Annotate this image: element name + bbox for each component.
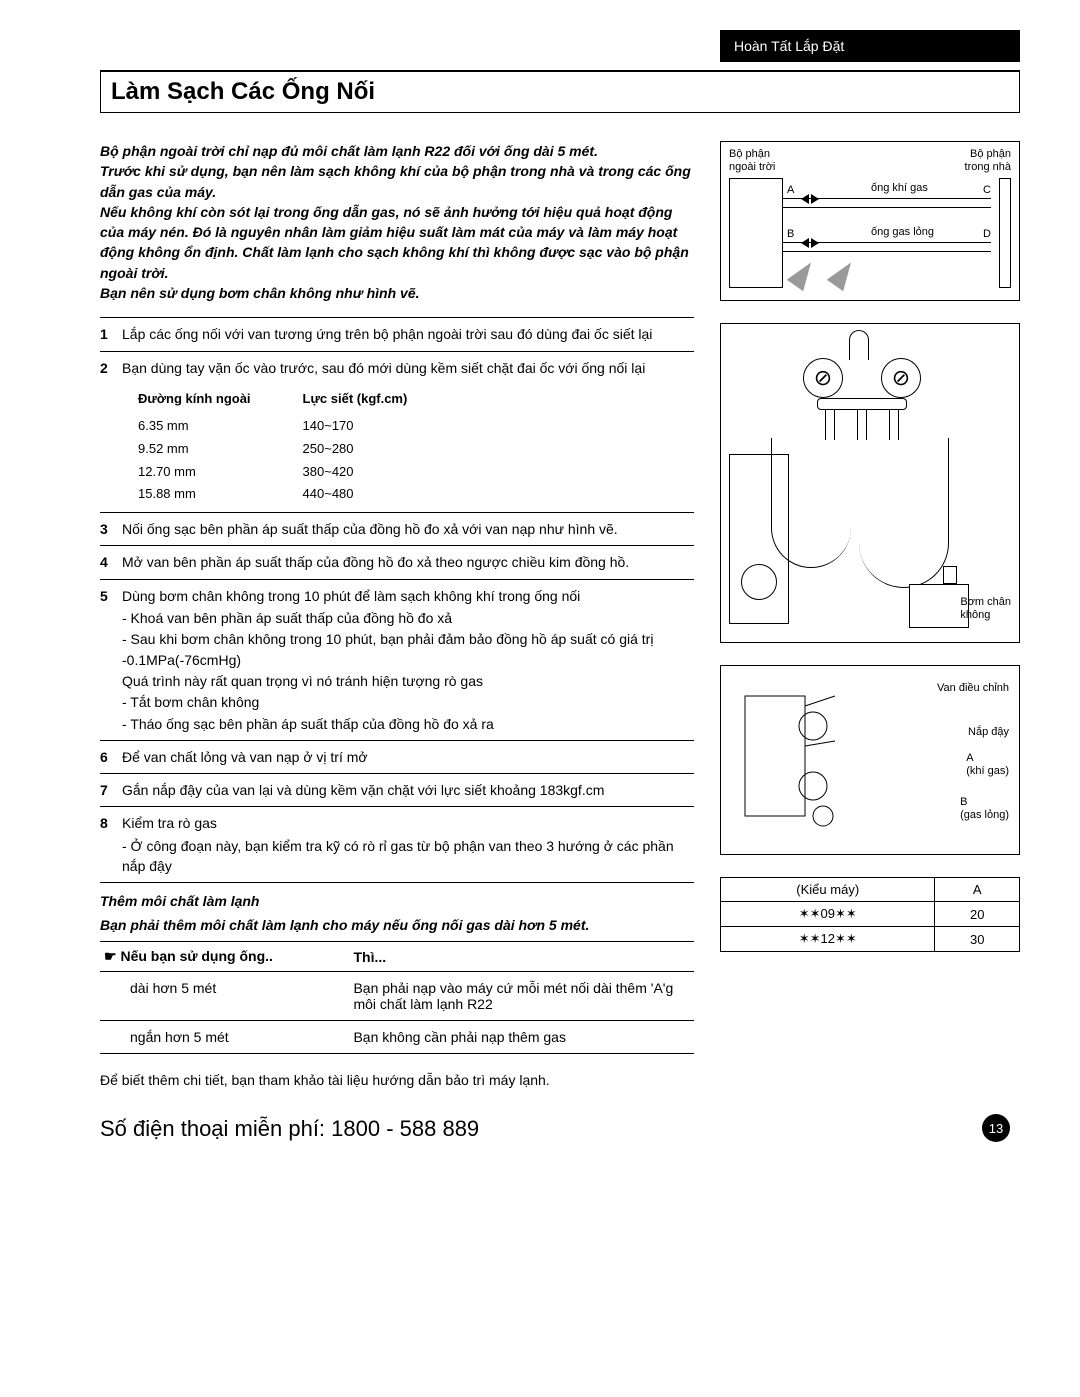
pipe-cell: dài hơn 5 mét — [100, 972, 349, 1021]
step-text: Gắn nắp đậy của van lại và dùng kềm vặn … — [122, 780, 694, 800]
pipe-cell: Bạn phải nạp vào máy cứ mỗi mét nối dài … — [349, 972, 694, 1021]
torque-head-diameter: Đường kính ngoài — [138, 390, 301, 413]
label-d: D — [983, 228, 991, 241]
step-row: 5 Dùng bơm chân không trong 10 phút để l… — [100, 580, 694, 741]
refrigerant-heading: Thêm môi chất làm lạnh — [100, 893, 694, 909]
step-text: Nối ống sạc bên phần áp suất thấp của đồ… — [122, 519, 694, 539]
label-b-liquid: B (gas lỏng) — [960, 796, 1009, 822]
label-b: B — [787, 228, 794, 241]
steps-list: 1 Lắp các ống nối với van tương ứng trên… — [100, 317, 694, 883]
torque-cell: 12.70 mm — [138, 461, 301, 482]
torque-cell: 250~280 — [303, 438, 458, 459]
torque-cell: 140~170 — [303, 415, 458, 436]
step-row: 1 Lắp các ống nối với van tương ứng trên… — [100, 318, 694, 351]
label-gas-pipe: ống khí gas — [871, 182, 928, 195]
label-outdoor: Bộ phận ngoài trời — [729, 148, 775, 174]
diagram-valve-detail: Van điều chỉnh Nắp đậy A (khí gas) B (ga… — [720, 665, 1020, 855]
model-cell: 30 — [935, 927, 1020, 952]
step-number: 3 — [100, 519, 122, 539]
step-number: 7 — [100, 780, 122, 800]
torque-cell: 9.52 mm — [138, 438, 301, 459]
intro-line: Bạn nên sử dụng bơm chân không như hình … — [100, 285, 420, 301]
main-column: Bộ phận ngoài trời chỉ nạp đủ môi chất l… — [100, 141, 694, 1142]
label-indoor: Bộ phận trong nhà — [965, 148, 1011, 174]
label-a-gas: A (khí gas) — [966, 752, 1009, 778]
intro-line: Bộ phận ngoài trời chỉ nạp đủ môi chất l… — [100, 143, 598, 159]
step-number: 2 — [100, 358, 122, 378]
torque-cell: 15.88 mm — [138, 483, 301, 504]
step5-sub: - Khoá van bên phần áp suất thấp của đồn… — [122, 608, 694, 734]
refrigerant-note: Bạn phải thêm môi chất làm lạnh cho máy … — [100, 917, 694, 933]
torque-head-force: Lực siết (kgf.cm) — [303, 390, 458, 413]
model-cell: ✶✶12✶✶ — [721, 927, 935, 952]
closing-note: Để biết thêm chi tiết, bạn tham khảo tài… — [100, 1072, 694, 1088]
torque-table: Đường kính ngoài Lực siết (kgf.cm) 6.35 … — [136, 388, 459, 506]
step-row: 6 Để van chất lỏng và van nạp ở vị trí m… — [100, 741, 694, 774]
diagram-gauge-pump: Bơm chân không — [720, 323, 1020, 643]
step-number: 1 — [100, 324, 122, 344]
step-text: Để van chất lỏng và van nạp ở vị trí mở — [122, 747, 694, 767]
sub-line: - Sau khi bơm chân không trong 10 phút, … — [122, 629, 694, 670]
label-cap: Nắp đậy — [968, 726, 1009, 739]
sub-line: - Tắt bơm chân không — [122, 692, 694, 712]
model-table: (Kiểu máy) A ✶✶09✶✶ 20 ✶✶12✶✶ 30 — [720, 877, 1020, 952]
model-head: A — [935, 878, 1020, 902]
sub-line: - Khoá van bên phần áp suất thấp của đồn… — [122, 608, 694, 628]
step-text: Kiểm tra rò gas - Ở công đoạn này, bạn k… — [122, 813, 694, 876]
diagram-piping: Bộ phận ngoài trời Bộ phận trong nhà A C… — [720, 141, 1020, 301]
pipe-cell: Bạn không cần phải nạp thêm gas — [349, 1021, 694, 1054]
sub-line: Quá trình này rất quan trọng vì nó tránh… — [122, 671, 694, 691]
label-valve-adjust: Van điều chỉnh — [937, 682, 1009, 695]
model-cell: ✶✶09✶✶ — [721, 902, 935, 927]
label-vacuum-pump: Bơm chân không — [960, 596, 1011, 622]
step-text-main: Dùng bơm chân không trong 10 phút để làm… — [122, 588, 580, 604]
sub-line: - Tháo ống sạc bên phần áp suất thấp của… — [122, 714, 694, 734]
page-title: Làm Sạch Các Ống Nối — [111, 78, 1009, 106]
valve-illustration-icon — [735, 686, 845, 836]
step-text: Dùng bơm chân không trong 10 phút để làm… — [122, 586, 694, 734]
torque-cell: 380~420 — [303, 461, 458, 482]
label-c: C — [983, 184, 991, 197]
step-number: 5 — [100, 586, 122, 734]
step-row: 8 Kiểm tra rò gas - Ở công đoạn này, bạn… — [100, 807, 694, 883]
sub-line: - Ở công đoạn này, bạn kiểm tra kỹ có rò… — [122, 836, 694, 877]
pipe-length-table: Nếu bạn sử dụng ống.. Thì... dài hơn 5 m… — [100, 941, 694, 1054]
pipe-head-then: Thì... — [349, 942, 694, 972]
label-liquid-pipe: ống gas lỏng — [871, 226, 934, 239]
diagrams-column: Bộ phận ngoài trời Bộ phận trong nhà A C… — [720, 141, 1020, 1142]
label-a: A — [787, 184, 794, 197]
model-cell: 20 — [935, 902, 1020, 927]
section-header-tab: Hoàn Tất Lắp Đặt — [720, 30, 1020, 62]
intro-text: Bộ phận ngoài trời chỉ nạp đủ môi chất l… — [100, 141, 694, 303]
step-text: Lắp các ống nối với van tương ứng trên b… — [122, 324, 694, 344]
step-text: Mở van bên phần áp suất thấp của đồng hồ… — [122, 552, 694, 572]
step-number: 6 — [100, 747, 122, 767]
step-row: 3 Nối ống sạc bên phần áp suất thấp của … — [100, 513, 694, 546]
pipe-head-if: Nếu bạn sử dụng ống.. — [100, 942, 349, 972]
intro-line: Trước khi sử dụng, bạn nên làm sạch khôn… — [100, 163, 691, 199]
torque-cell: 440~480 — [303, 483, 458, 504]
step8-sub: - Ở công đoạn này, bạn kiểm tra kỹ có rò… — [122, 836, 694, 877]
step-number: 8 — [100, 813, 122, 876]
step-text: Bạn dùng tay vặn ốc vào trước, sau đó mớ… — [122, 358, 694, 378]
torque-cell: 6.35 mm — [138, 415, 301, 436]
intro-line: Nếu không khí còn sót lại trong ống dẫn … — [100, 204, 689, 281]
pipe-cell: ngắn hơn 5 mét — [100, 1021, 349, 1054]
model-head: (Kiểu máy) — [721, 878, 935, 902]
title-bar: Làm Sạch Các Ống Nối — [100, 70, 1020, 113]
step-row: 4 Mở van bên phần áp suất thấp của đồng … — [100, 546, 694, 579]
step-text-main: Kiểm tra rò gas — [122, 815, 217, 831]
step-row: 7 Gắn nắp đậy của van lại và dùng kềm vặ… — [100, 774, 694, 807]
step-number: 4 — [100, 552, 122, 572]
phone-number: Số điện thoại miễn phí: 1800 - 588 889 — [100, 1116, 694, 1142]
step-row: 2 Bạn dùng tay vặn ốc vào trước, sau đó … — [100, 352, 694, 514]
